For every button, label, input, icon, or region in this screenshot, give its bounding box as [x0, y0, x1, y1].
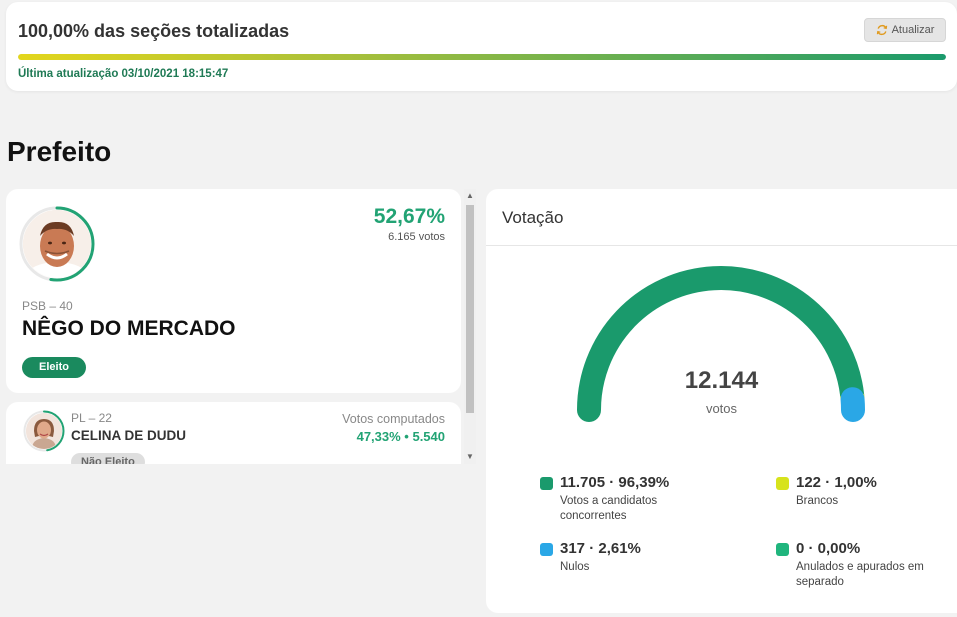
- legend-description: Anulados e apurados em separado: [796, 561, 924, 588]
- candidate-card-winner[interactable]: 52,67% 6.165 votos PSB – 40 NÊGO DO MERC…: [6, 189, 461, 393]
- status-badge: Eleito: [22, 357, 86, 378]
- legend-description: Nulos: [560, 561, 590, 573]
- avatar: [26, 413, 62, 449]
- avatar-ring: [19, 206, 95, 282]
- person-photo-icon: [26, 413, 62, 449]
- votacao-card: Votação 12.144 votos 11.705 · 96,39% Vot…: [486, 189, 957, 613]
- candidate-card[interactable]: PL – 22 CELINA DE DUDU Votos computados …: [6, 402, 461, 464]
- legend-value: 122 · 1,00%: [796, 474, 877, 491]
- legend-swatch: [540, 543, 553, 556]
- refresh-icon: [876, 24, 887, 36]
- legend-value: 11.705 · 96,39%: [560, 474, 670, 491]
- candidates-panel: 52,67% 6.165 votos PSB – 40 NÊGO DO MERC…: [6, 189, 476, 464]
- total-votes-label: votos: [705, 401, 738, 416]
- computed-votes-value: 47,33% • 5.540: [356, 429, 445, 444]
- last-update-text: Última atualização 03/10/2021 18:15:47: [18, 68, 229, 80]
- legend-value: 0 · 0,00%: [796, 540, 861, 557]
- legend-swatch: [776, 477, 789, 490]
- legend-swatch: [540, 477, 553, 490]
- chevron-down-icon[interactable]: ▼: [466, 452, 474, 461]
- scrollbar[interactable]: ▲ ▼: [464, 189, 476, 464]
- status-card: 100,00% das seções totalizadas Atualizar…: [6, 2, 957, 91]
- chevron-up-icon[interactable]: ▲: [466, 191, 474, 200]
- section-title: Prefeito: [7, 136, 112, 167]
- scroll-thumb[interactable]: [466, 205, 474, 413]
- progress-bar: [18, 54, 946, 60]
- candidate-party: PSB – 40: [22, 299, 73, 313]
- candidate-percent: 52,67%: [373, 205, 445, 228]
- legend-description: Votos a candidatos concorrentes: [560, 495, 658, 522]
- avatar: [23, 210, 91, 278]
- legend-description: Brancos: [796, 495, 839, 507]
- divider: [486, 245, 957, 246]
- legend-swatch: [776, 543, 789, 556]
- refresh-button[interactable]: Atualizar: [864, 18, 946, 42]
- person-photo-icon: [23, 210, 91, 278]
- legend-value: 317 · 2,61%: [560, 540, 641, 557]
- candidate-name: NÊGO DO MERCADO: [22, 317, 236, 340]
- votacao-title: Votação: [502, 208, 564, 227]
- gauge-segment: [577, 266, 865, 422]
- status-title: 100,00% das seções totalizadas: [18, 21, 290, 41]
- candidate-votes: 6.165 votos: [388, 231, 445, 243]
- refresh-button-label: Atualizar: [891, 24, 935, 36]
- candidate-name: CELINA DE DUDU: [71, 428, 187, 443]
- computed-votes-label: Votos computados: [342, 412, 445, 426]
- avatar-ring: [23, 410, 65, 452]
- progress-fill: [18, 54, 946, 60]
- status-badge: Não Eleito: [71, 453, 145, 464]
- total-votes: 12.144: [684, 367, 759, 394]
- vote-gauge: [577, 266, 866, 422]
- candidate-party: PL – 22: [71, 411, 112, 425]
